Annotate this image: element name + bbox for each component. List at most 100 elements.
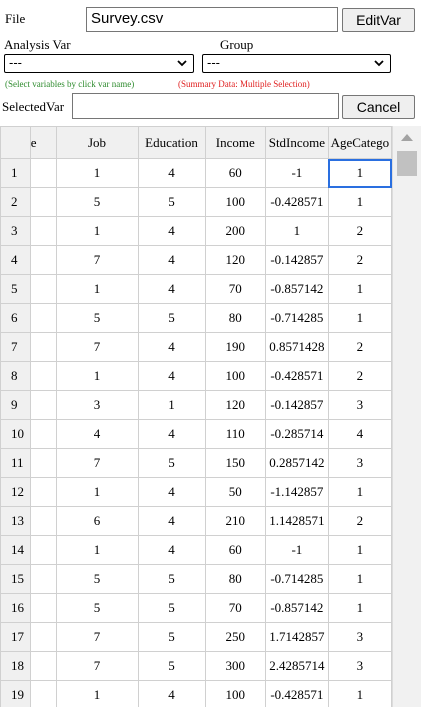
table-cell[interactable]: -0.428571: [265, 187, 329, 217]
row-header[interactable]: 7: [0, 332, 31, 362]
row-header[interactable]: 10: [0, 419, 31, 449]
table-cell[interactable]: [29, 535, 57, 565]
table-cell[interactable]: 300: [204, 651, 267, 681]
table-cell[interactable]: 200: [204, 216, 267, 246]
table-cell[interactable]: 2: [327, 506, 392, 536]
cancel-button[interactable]: Cancel: [342, 95, 415, 119]
table-cell[interactable]: [29, 622, 57, 652]
table-cell[interactable]: 2: [327, 332, 392, 362]
table-cell[interactable]: 1.1428571: [265, 506, 329, 536]
vertical-scrollbar[interactable]: [392, 126, 421, 707]
table-cell[interactable]: 110: [204, 419, 267, 449]
table-cell[interactable]: 100: [204, 361, 267, 391]
table-cell[interactable]: 1: [55, 535, 139, 565]
table-cell[interactable]: 5: [137, 564, 206, 594]
group-select[interactable]: ---: [202, 54, 391, 73]
table-cell[interactable]: [29, 390, 57, 420]
table-cell[interactable]: 4: [137, 274, 206, 304]
table-cell[interactable]: 1: [327, 535, 392, 565]
table-cell[interactable]: 7: [55, 448, 139, 478]
row-header[interactable]: 9: [0, 390, 31, 420]
table-cell[interactable]: 1: [55, 477, 139, 507]
table-cell[interactable]: -0.142857: [265, 245, 329, 275]
table-cell[interactable]: 1: [327, 274, 392, 304]
row-header[interactable]: 1: [0, 158, 31, 188]
table-cell[interactable]: [29, 245, 57, 275]
table-cell[interactable]: 80: [204, 564, 267, 594]
table-cell[interactable]: 5: [137, 593, 206, 623]
row-header[interactable]: 6: [0, 303, 31, 333]
table-cell[interactable]: 4: [137, 680, 206, 707]
table-cell[interactable]: [29, 593, 57, 623]
table-cell[interactable]: 4: [137, 216, 206, 246]
row-header[interactable]: 8: [0, 361, 31, 391]
table-cell[interactable]: 5: [55, 564, 139, 594]
table-cell[interactable]: 3: [327, 622, 392, 652]
row-header[interactable]: 11: [0, 448, 31, 478]
scroll-up-arrow-icon[interactable]: [401, 134, 413, 141]
table-cell[interactable]: 5: [137, 651, 206, 681]
table-cell[interactable]: [29, 332, 57, 362]
file-name-field[interactable]: Survey.csv: [86, 7, 338, 32]
table-cell[interactable]: 1: [55, 680, 139, 707]
table-cell[interactable]: 1: [55, 158, 139, 188]
table-cell[interactable]: 1: [327, 564, 392, 594]
table-cell[interactable]: 120: [204, 390, 267, 420]
table-cell[interactable]: [29, 158, 57, 188]
table-cell[interactable]: -0.857142: [265, 274, 329, 304]
table-cell[interactable]: 4: [137, 419, 206, 449]
table-cell[interactable]: 4: [137, 332, 206, 362]
table-cell[interactable]: 70: [204, 593, 267, 623]
table-cell[interactable]: 60: [204, 535, 267, 565]
table-cell[interactable]: 5: [137, 448, 206, 478]
table-cell[interactable]: 4: [137, 506, 206, 536]
scroll-thumb[interactable]: [397, 151, 417, 176]
table-cell[interactable]: 150: [204, 448, 267, 478]
table-cell[interactable]: -1.142857: [265, 477, 329, 507]
table-cell[interactable]: 7: [55, 651, 139, 681]
table-cell[interactable]: 5: [137, 187, 206, 217]
table-cell[interactable]: -0.714285: [265, 564, 329, 594]
table-cell[interactable]: [29, 187, 57, 217]
analysis-var-select[interactable]: ---: [4, 54, 194, 73]
table-cell[interactable]: 1: [55, 216, 139, 246]
table-cell[interactable]: 100: [204, 187, 267, 217]
row-header[interactable]: 13: [0, 506, 31, 536]
column-header[interactable]: AgeCatego: [327, 126, 392, 159]
table-cell[interactable]: 2: [327, 361, 392, 391]
row-header[interactable]: 19: [0, 680, 31, 707]
row-header[interactable]: 3: [0, 216, 31, 246]
table-cell[interactable]: [29, 216, 57, 246]
table-cell[interactable]: [29, 651, 57, 681]
table-cell[interactable]: 1: [137, 390, 206, 420]
column-header[interactable]: Job: [55, 126, 139, 159]
table-cell[interactable]: 3: [55, 390, 139, 420]
table-cell[interactable]: 6: [55, 506, 139, 536]
column-header[interactable]: Education: [137, 126, 206, 159]
table-cell[interactable]: [29, 680, 57, 707]
table-cell[interactable]: -0.142857: [265, 390, 329, 420]
table-cell[interactable]: 1: [327, 680, 392, 707]
table-cell[interactable]: 7: [55, 622, 139, 652]
row-header[interactable]: 16: [0, 593, 31, 623]
table-cell[interactable]: 80: [204, 303, 267, 333]
row-header[interactable]: 14: [0, 535, 31, 565]
table-cell[interactable]: 7: [55, 245, 139, 275]
table-cell[interactable]: 4: [137, 158, 206, 188]
table-cell[interactable]: 4: [137, 477, 206, 507]
row-header[interactable]: 2: [0, 187, 31, 217]
table-cell[interactable]: 5: [137, 622, 206, 652]
table-cell[interactable]: [29, 506, 57, 536]
table-cell[interactable]: 4: [55, 419, 139, 449]
table-cell[interactable]: -0.714285: [265, 303, 329, 333]
table-cell[interactable]: 1: [327, 477, 392, 507]
table-cell[interactable]: 5: [55, 303, 139, 333]
table-cell[interactable]: [29, 274, 57, 304]
table-cell[interactable]: 1: [327, 303, 392, 333]
table-cell[interactable]: 2.4285714: [265, 651, 329, 681]
table-cell[interactable]: [29, 303, 57, 333]
table-cell[interactable]: -0.428571: [265, 361, 329, 391]
table-cell[interactable]: 4: [137, 245, 206, 275]
table-cell[interactable]: [29, 361, 57, 391]
